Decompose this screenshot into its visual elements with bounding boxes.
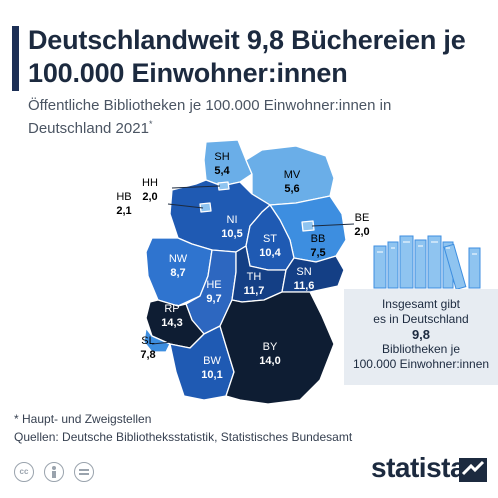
book-icon <box>443 243 467 290</box>
leader-line-BE <box>311 223 355 227</box>
label-SL-value: 7,8 <box>140 349 155 361</box>
label-SN-value: 11,6 <box>294 280 315 292</box>
label-HH-code: HH <box>142 177 158 189</box>
summary-line4: 100.000 Einwohner:innen <box>352 357 490 371</box>
person-icon[interactable] <box>44 462 64 482</box>
summary-value: 9,8 <box>411 327 431 342</box>
summary-line2: es in Deutschland <box>373 312 469 326</box>
state-BY <box>219 291 335 405</box>
label-SH-value: 5,4 <box>214 165 230 177</box>
label-BY-value: 14,0 <box>259 355 280 367</box>
equals-icon[interactable] <box>74 462 94 482</box>
label-ST-code: ST <box>263 233 277 245</box>
label-BB-code: BB <box>311 233 326 245</box>
label-NI-code: NI <box>227 214 238 226</box>
leader-line-SL <box>151 341 173 345</box>
summary-line1: Insgesamt gibt <box>381 297 461 311</box>
label-NI-value: 10,5 <box>221 228 242 240</box>
label-HB-value: 2,1 <box>116 205 131 217</box>
label-NW-value: 8,7 <box>170 267 185 279</box>
state-HB <box>199 202 212 213</box>
sources: Quellen: Deutsche Bibliotheksstatistik, … <box>14 430 353 444</box>
book-icon <box>414 239 427 289</box>
leader-line-HH <box>171 185 221 189</box>
state-SL <box>143 327 171 353</box>
label-MV-value: 5,6 <box>284 183 299 195</box>
summary-line3: Bibliotheken je <box>381 342 461 356</box>
page-title: Deutschlandweit 9,8 Büchereien je 100.00… <box>28 25 466 88</box>
statista-logo[interactable]: statista <box>371 452 466 483</box>
footnote: * Haupt- und Zweigstellen <box>14 412 152 426</box>
page-subtitle: Öffentliche Bibliotheken je 100.000 Einw… <box>28 97 392 137</box>
label-HH-value: 2,0 <box>142 191 157 203</box>
book-icon <box>427 235 442 289</box>
label-HE-code: HE <box>206 279 221 291</box>
book-icon <box>387 241 399 289</box>
label-BW-value: 10,1 <box>201 369 222 381</box>
label-MV-code: MV <box>284 169 301 181</box>
label-BW-code: BW <box>203 355 221 367</box>
summary-box <box>344 289 498 385</box>
label-BE-value: 2,0 <box>354 226 369 238</box>
state-SH <box>203 139 253 187</box>
label-SH-code: SH <box>214 151 229 163</box>
state-BE <box>301 220 315 232</box>
books-illustration <box>373 235 481 290</box>
label-BY-code: BY <box>263 341 278 353</box>
leader-line-HB <box>167 203 204 209</box>
accent-bar <box>12 26 19 91</box>
book-icon <box>399 235 414 289</box>
label-SL-code: SL <box>141 335 154 347</box>
label-BE-code: BE <box>355 212 370 224</box>
germany-map: SH 5,4 HH 2,0 HB 2,1 MV 5,6 NI 10,5 BB 7… <box>116 139 370 405</box>
label-TH-value: 11,7 <box>244 285 265 297</box>
label-HE-value: 9,7 <box>206 293 221 305</box>
label-RP-code: RP <box>164 303 179 315</box>
label-HB-code: HB <box>116 191 131 203</box>
label-TH-code: TH <box>247 271 262 283</box>
label-BB-value: 7,5 <box>310 247 325 259</box>
label-NW-code: NW <box>169 253 188 265</box>
label-ST-value: 10,4 <box>259 247 281 259</box>
cc-icon[interactable]: cc <box>14 462 34 482</box>
label-RP-value: 14,3 <box>161 317 182 329</box>
state-HH <box>217 181 230 191</box>
summary-text: Insgesamt gibt es in Deutschland 9,8 Bib… <box>344 297 498 372</box>
book-icon <box>373 245 387 289</box>
label-SN-code: SN <box>296 266 311 278</box>
book-icon <box>468 247 481 289</box>
statista-logo-icon <box>459 458 487 482</box>
